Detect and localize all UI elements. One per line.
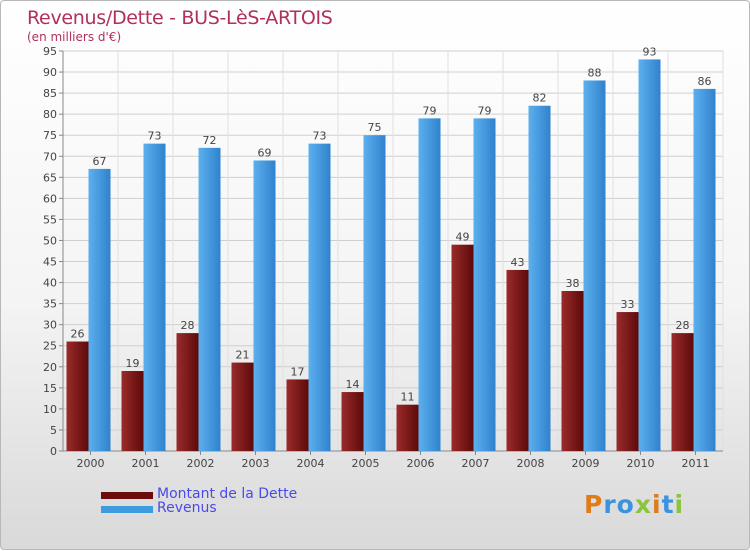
bar-revenus <box>638 59 661 451</box>
bar-dette <box>286 379 309 451</box>
bar-dette <box>341 392 364 451</box>
y-tick-label: 45 <box>43 256 57 269</box>
bar-revenus <box>198 147 221 451</box>
logo-letter: t <box>661 490 675 519</box>
logo-letter: x <box>634 490 652 519</box>
x-tick-label: 2007 <box>462 457 490 470</box>
x-tick-label: 2000 <box>77 457 105 470</box>
bar-dette <box>396 404 419 451</box>
data-label: 75 <box>368 121 382 134</box>
bar-dette <box>451 244 474 451</box>
x-tick-label: 2003 <box>242 457 270 470</box>
legend-swatch-dette <box>101 492 153 499</box>
x-tick-label: 2004 <box>297 457 325 470</box>
bar-revenus <box>88 168 111 452</box>
y-tick-label: 50 <box>43 234 57 247</box>
y-tick-label: 40 <box>43 277 57 290</box>
y-tick-label: 75 <box>43 129 57 142</box>
y-tick-label: 55 <box>43 213 57 226</box>
x-tick-label: 2011 <box>682 457 710 470</box>
y-tick-label: 20 <box>43 361 57 374</box>
data-label: 82 <box>533 92 547 105</box>
bar-dette <box>231 362 254 451</box>
bar-revenus <box>308 143 331 451</box>
bar-dette <box>66 341 89 451</box>
y-tick-label: 90 <box>43 66 57 79</box>
bar-dette <box>561 291 584 451</box>
data-label: 73 <box>148 130 162 143</box>
bar-revenus <box>693 88 716 451</box>
x-tick-label: 2006 <box>407 457 435 470</box>
proxiti-logo: Proxiti <box>584 490 684 519</box>
bar-revenus <box>253 160 276 451</box>
data-label: 11 <box>401 391 415 404</box>
bar-revenus <box>363 135 386 452</box>
bar-revenus <box>473 118 496 452</box>
y-tick-label: 35 <box>43 298 57 311</box>
data-label: 49 <box>456 231 470 244</box>
bar-dette <box>176 333 199 451</box>
y-tick-label: 5 <box>50 424 57 437</box>
data-label: 86 <box>698 75 712 88</box>
bar-revenus <box>528 105 551 451</box>
y-tick-label: 30 <box>43 319 57 332</box>
bar-dette <box>671 333 694 451</box>
y-tick-label: 95 <box>43 45 57 58</box>
y-tick-label: 10 <box>43 403 57 416</box>
logo-letter: i <box>652 490 662 519</box>
data-label: 73 <box>313 130 327 143</box>
data-label: 19 <box>126 357 140 370</box>
bar-dette <box>506 269 529 451</box>
data-label: 21 <box>236 349 250 362</box>
x-tick-label: 2010 <box>627 457 655 470</box>
bar-revenus <box>583 80 606 451</box>
data-label: 69 <box>258 146 272 159</box>
y-tick-label: 70 <box>43 150 57 163</box>
legend-swatch-revenus <box>101 506 153 513</box>
y-tick-label: 25 <box>43 340 57 353</box>
data-label: 79 <box>423 104 437 117</box>
x-tick-label: 2001 <box>132 457 160 470</box>
logo-letter: P <box>584 490 604 519</box>
chart-title: Revenus/Dette - BUS-LèS-ARTOIS <box>27 7 333 29</box>
y-tick-label: 60 <box>43 192 57 205</box>
data-label: 38 <box>566 277 580 290</box>
data-label: 72 <box>203 134 217 147</box>
data-label: 28 <box>676 319 690 332</box>
data-label: 17 <box>291 365 305 378</box>
data-label: 26 <box>71 328 85 341</box>
x-tick-label: 2005 <box>352 457 380 470</box>
logo-letter: i <box>674 490 685 519</box>
logo-letter: o <box>616 490 635 519</box>
data-label: 33 <box>621 298 635 311</box>
bar-revenus <box>418 118 441 452</box>
legend-label-dette: Montant de la Dette <box>157 486 298 502</box>
bar-dette <box>121 371 144 451</box>
legend-label-revenus: Revenus <box>157 500 217 516</box>
data-label: 79 <box>478 104 492 117</box>
data-label: 67 <box>93 155 107 168</box>
y-tick-label: 85 <box>43 87 57 100</box>
y-tick-label: 0 <box>50 445 57 458</box>
y-tick-label: 80 <box>43 108 57 121</box>
y-tick-label: 65 <box>43 171 57 184</box>
y-tick-label: 15 <box>43 382 57 395</box>
data-label: 14 <box>346 378 360 391</box>
data-label: 88 <box>588 66 602 79</box>
x-tick-label: 2009 <box>572 457 600 470</box>
x-tick-label: 2002 <box>187 457 215 470</box>
bar-dette <box>616 312 639 451</box>
chart-subtitle: (en milliers d'€) <box>27 30 122 44</box>
bar-revenus <box>143 143 166 451</box>
data-label: 43 <box>511 256 525 269</box>
logo-letter: r <box>603 490 617 519</box>
x-tick-label: 2008 <box>517 457 545 470</box>
data-label: 93 <box>643 45 657 58</box>
data-label: 28 <box>181 319 195 332</box>
